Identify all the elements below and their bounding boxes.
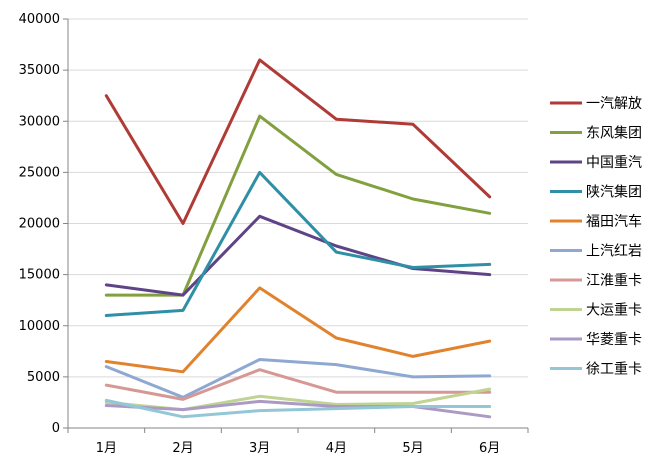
y-tick-label: 10000 (19, 319, 60, 334)
series-line-2 (104, 114, 492, 297)
series-line-9 (104, 399, 492, 419)
axes (63, 18, 529, 433)
legend-label: 徐工重卡 (586, 362, 642, 378)
y-tick-label: 25000 (19, 165, 60, 180)
gridlines (68, 18, 528, 378)
x-tick-labels: 1月 2月 3月 4月 5月 6月 (96, 441, 501, 456)
series-line-7 (104, 368, 492, 401)
series-lines (104, 58, 492, 419)
legend-label: 大运重卡 (586, 303, 642, 319)
legend-label: 华菱重卡 (586, 332, 642, 348)
x-tick-label: 1月 (96, 441, 117, 456)
series-line-1 (104, 58, 492, 225)
y-tick-label: 0 (52, 421, 60, 436)
series-line-4 (104, 170, 492, 317)
legend-label: 福田汽车 (586, 213, 642, 230)
y-tick-label: 30000 (19, 114, 60, 129)
x-tick-label: 6月 (479, 441, 500, 456)
y-tick-label: 20000 (19, 217, 60, 232)
y-tick-label: 5000 (27, 370, 60, 385)
x-tick-label: 5月 (402, 441, 423, 456)
legend-label: 上汽红岩 (586, 244, 642, 260)
y-tick-label: 15000 (19, 268, 60, 283)
series-line-10 (104, 398, 492, 419)
legend-label: 江淮重卡 (586, 273, 642, 289)
legend-label: 陕汽集团 (586, 184, 642, 201)
series-line-6 (104, 358, 492, 399)
x-tick-label: 2月 (172, 441, 193, 456)
legend-label: 东风集团 (586, 125, 642, 142)
series-line-3 (104, 214, 492, 297)
y-tick-label: 40000 (19, 12, 60, 27)
y-tick-labels: 0 5000 10000 15000 20000 25000 30000 35000 40000 (19, 12, 60, 436)
legend-label: 中国重汽 (586, 155, 642, 171)
x-tick-label: 3月 (249, 441, 270, 456)
series-line-5 (104, 286, 492, 374)
legend-label: 一汽解放 (586, 96, 642, 112)
y-tick-label: 35000 (19, 63, 60, 78)
x-tick-label: 4月 (326, 441, 347, 456)
